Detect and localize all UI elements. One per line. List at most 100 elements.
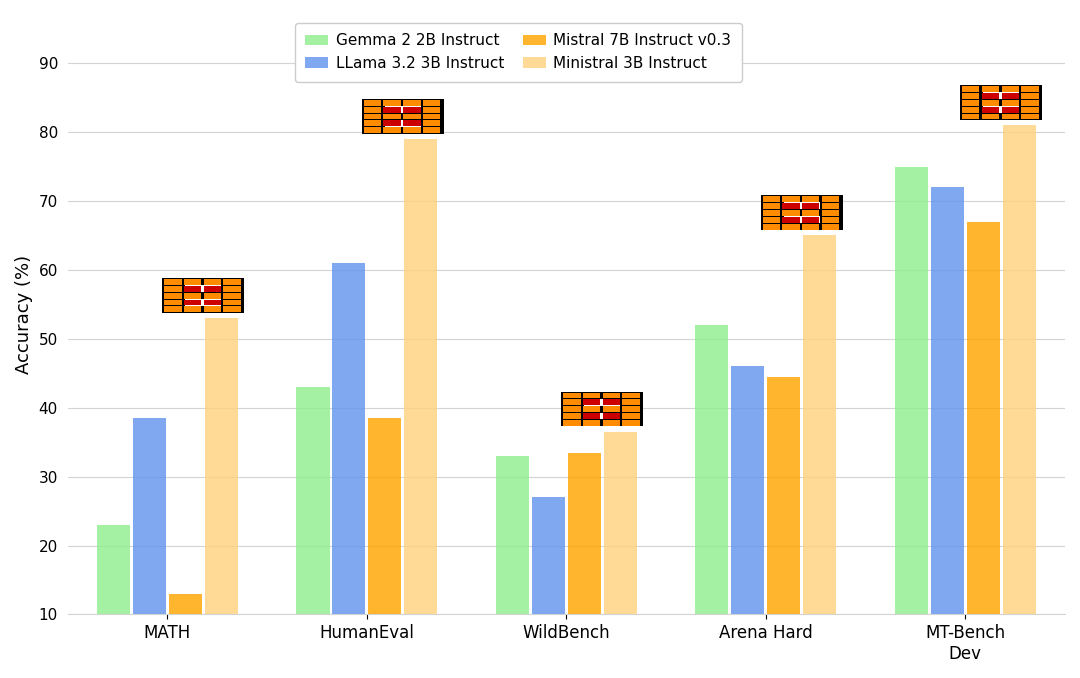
Bar — [820, 195, 842, 203]
Bar — [224, 293, 241, 298]
Bar — [362, 106, 384, 113]
Bar — [297, 387, 329, 678]
Bar — [603, 399, 620, 405]
Bar — [982, 100, 999, 106]
Bar — [333, 263, 365, 678]
Bar — [1000, 99, 1023, 106]
Bar — [164, 300, 181, 305]
Bar — [364, 121, 381, 126]
Bar — [820, 216, 842, 223]
Bar — [583, 399, 600, 405]
Bar — [562, 420, 584, 426]
Bar — [221, 278, 244, 285]
Bar — [967, 222, 1000, 678]
Bar — [403, 100, 420, 106]
Bar — [1020, 106, 1042, 113]
Bar — [383, 121, 401, 126]
Bar — [1001, 100, 1018, 106]
Bar — [804, 235, 836, 678]
Bar — [767, 377, 800, 678]
Bar — [781, 210, 804, 216]
Bar — [581, 405, 604, 413]
Bar — [97, 525, 130, 678]
Bar — [762, 196, 780, 202]
Bar — [620, 392, 644, 399]
Bar — [1020, 85, 1042, 92]
Bar — [1022, 86, 1039, 92]
Bar — [202, 292, 225, 299]
Bar — [1020, 113, 1042, 120]
Bar — [381, 113, 404, 120]
Bar — [962, 86, 980, 92]
Bar — [496, 456, 529, 678]
Bar — [822, 217, 839, 223]
Bar — [562, 399, 584, 405]
Bar — [383, 100, 401, 106]
Bar — [423, 121, 441, 126]
Bar — [781, 223, 804, 230]
Bar — [782, 196, 799, 202]
Bar — [403, 127, 420, 133]
Bar — [603, 414, 620, 419]
Bar — [202, 278, 225, 285]
Bar — [802, 224, 820, 230]
Bar — [982, 113, 999, 119]
Bar — [960, 113, 983, 120]
Bar — [164, 306, 181, 313]
Bar — [583, 406, 600, 412]
Bar — [762, 224, 780, 230]
Bar — [962, 106, 980, 113]
Bar — [820, 210, 842, 216]
Bar — [204, 279, 221, 285]
Bar — [800, 195, 823, 203]
Bar — [802, 210, 820, 216]
Bar — [224, 286, 241, 292]
Bar — [762, 217, 780, 223]
Bar — [383, 113, 401, 119]
Bar — [622, 406, 639, 412]
Bar — [364, 113, 381, 119]
Bar — [383, 106, 401, 113]
Bar — [982, 86, 999, 92]
Bar — [184, 293, 201, 298]
Bar — [362, 113, 384, 120]
Bar — [164, 286, 181, 292]
Bar — [362, 120, 384, 127]
Bar — [762, 203, 780, 209]
Bar — [381, 127, 404, 134]
Bar — [423, 100, 441, 106]
Bar — [401, 113, 424, 120]
Bar — [162, 278, 185, 285]
Bar — [962, 93, 980, 99]
Bar — [600, 420, 623, 426]
Bar — [622, 420, 639, 426]
Bar — [960, 85, 983, 92]
Bar — [421, 99, 444, 106]
Bar — [895, 167, 928, 678]
Bar — [202, 306, 225, 313]
Bar — [421, 113, 444, 120]
Bar — [1000, 85, 1023, 92]
Bar — [164, 293, 181, 298]
Bar — [563, 393, 581, 399]
Bar — [421, 127, 444, 134]
Bar — [980, 113, 1002, 120]
Bar — [364, 106, 381, 113]
Bar — [362, 99, 384, 106]
Bar — [221, 285, 244, 292]
Bar — [822, 196, 839, 202]
Bar — [403, 113, 420, 119]
Bar — [620, 399, 644, 405]
Bar — [162, 299, 185, 306]
Bar — [982, 93, 999, 99]
Bar — [1020, 92, 1042, 99]
Bar — [583, 414, 600, 419]
Bar — [760, 216, 784, 223]
Bar — [820, 202, 842, 210]
Bar — [421, 106, 444, 113]
Bar — [1001, 113, 1018, 119]
Bar — [781, 195, 804, 203]
Bar — [622, 399, 639, 405]
Bar — [622, 414, 639, 419]
Bar — [782, 217, 799, 223]
